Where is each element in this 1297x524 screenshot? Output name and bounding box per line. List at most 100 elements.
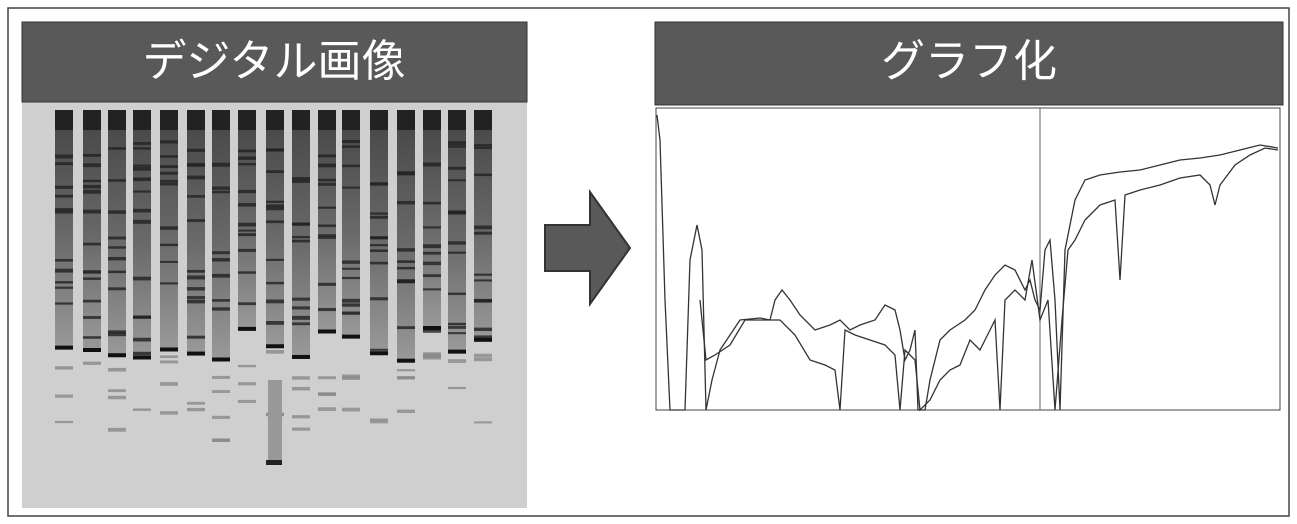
- band: [83, 277, 101, 280]
- band: [160, 165, 178, 168]
- lane: [268, 380, 282, 465]
- band: [108, 287, 126, 291]
- lane: [423, 130, 441, 331]
- band: [187, 287, 205, 291]
- band: [292, 427, 310, 431]
- lane: [397, 130, 415, 363]
- band: [160, 155, 178, 158]
- lane-well: [55, 110, 73, 130]
- band: [423, 201, 441, 205]
- band: [370, 236, 388, 240]
- lane-front: [83, 348, 101, 353]
- band: [187, 335, 205, 339]
- band: [318, 154, 336, 158]
- band: [448, 166, 466, 170]
- profile-line: [699, 147, 1279, 412]
- band: [292, 222, 310, 226]
- lane-front: [266, 344, 284, 349]
- band: [108, 395, 126, 400]
- band: [238, 163, 256, 166]
- gel-image: [22, 102, 527, 508]
- lane: [187, 130, 205, 356]
- band: [187, 164, 205, 167]
- band: [108, 330, 126, 334]
- band: [474, 173, 492, 177]
- band: [108, 427, 126, 432]
- band: [448, 332, 466, 335]
- lane-well: [448, 110, 466, 130]
- band: [160, 355, 178, 359]
- band: [474, 231, 492, 235]
- band: [342, 260, 360, 264]
- band: [342, 140, 360, 144]
- band: [108, 179, 126, 182]
- band: [212, 162, 230, 167]
- band: [370, 348, 388, 351]
- band: [108, 246, 126, 249]
- band: [474, 144, 492, 147]
- lane-front: [318, 329, 336, 334]
- lane: [342, 130, 360, 339]
- band: [187, 296, 205, 299]
- band: [83, 189, 101, 194]
- band: [133, 190, 151, 193]
- band: [187, 401, 205, 405]
- band: [133, 208, 151, 213]
- band: [397, 260, 415, 263]
- band: [370, 261, 388, 265]
- band: [212, 251, 230, 255]
- band: [133, 315, 151, 319]
- band: [448, 210, 466, 214]
- band: [266, 148, 284, 152]
- lane: [108, 130, 126, 358]
- band: [292, 386, 310, 391]
- band: [266, 220, 284, 224]
- band: [292, 177, 310, 180]
- band: [238, 149, 256, 153]
- band: [160, 226, 178, 230]
- band: [423, 329, 441, 333]
- band: [397, 171, 415, 175]
- band: [448, 386, 466, 390]
- band: [318, 376, 336, 380]
- band: [187, 175, 205, 180]
- band: [397, 376, 415, 380]
- band: [108, 389, 126, 393]
- band: [342, 312, 360, 315]
- lane-front: [370, 351, 388, 356]
- band: [55, 210, 73, 214]
- band: [238, 156, 256, 160]
- band: [212, 273, 230, 278]
- band: [160, 260, 178, 263]
- lane-well: [397, 110, 415, 130]
- band: [133, 177, 151, 182]
- band: [292, 239, 310, 243]
- band: [266, 258, 284, 261]
- band: [370, 297, 388, 301]
- band: [423, 251, 441, 255]
- band: [238, 399, 256, 403]
- band: [212, 375, 230, 379]
- band: [108, 236, 126, 240]
- header-title: グラフ化: [881, 36, 1057, 87]
- band: [423, 261, 441, 266]
- band: [55, 154, 73, 159]
- band: [266, 321, 284, 325]
- band: [474, 421, 492, 424]
- band: [370, 420, 388, 424]
- band: [342, 186, 360, 189]
- band: [212, 186, 230, 190]
- lane-front: [212, 357, 230, 362]
- band: [160, 243, 178, 247]
- band: [448, 145, 466, 148]
- band: [133, 142, 151, 145]
- band: [133, 166, 151, 171]
- band: [55, 420, 73, 424]
- band: [133, 408, 151, 411]
- band: [370, 418, 388, 421]
- band: [474, 279, 492, 282]
- band: [187, 407, 205, 412]
- band: [342, 298, 360, 303]
- lane-well: [187, 110, 205, 130]
- band: [423, 354, 441, 359]
